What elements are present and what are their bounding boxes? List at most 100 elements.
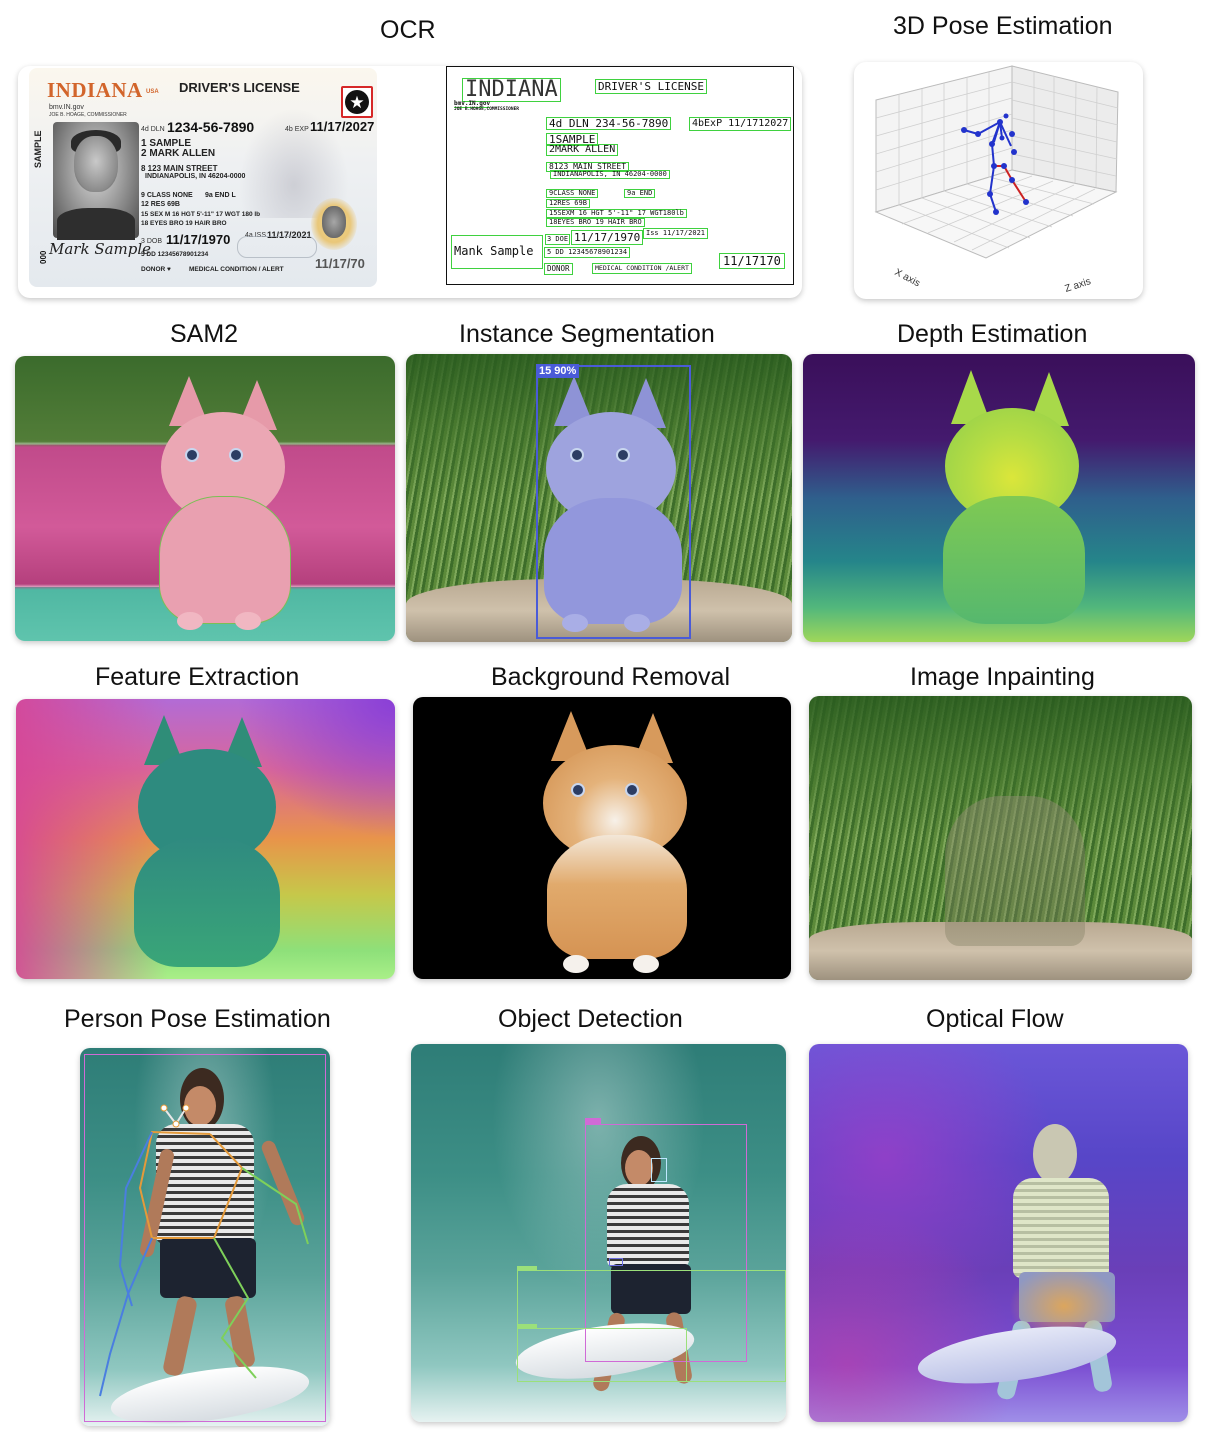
bg-removal-image xyxy=(413,697,791,979)
ocr-dob: 11/17/1970 xyxy=(571,230,644,245)
ocr-dob-short: 11/17170 xyxy=(719,253,785,269)
ocr-medical: MEDICAL CONDITION /ALERT xyxy=(592,263,692,274)
pose-skeleton xyxy=(99,1104,309,1397)
ocr-commissioner: JOE B.HOAGE,COMMISSIONER xyxy=(454,107,520,112)
inpainting-image xyxy=(809,696,1192,980)
pose3d-plot: X axis Z axis xyxy=(874,65,1119,295)
license-photo xyxy=(53,122,139,240)
pose-bbox xyxy=(84,1054,326,1422)
dln-label: 4d DLN xyxy=(141,126,165,133)
license-commissioner: JOE B. HOAGE, COMMISSIONER xyxy=(49,112,127,118)
dd-line: 5 DD 12345678901234 xyxy=(141,251,209,258)
detect-label-board-1 xyxy=(517,1266,537,1271)
ocr-card: INDIANA USA DRIVER'S LICENSE bmv.IN.gov … xyxy=(18,66,802,298)
class: 9 CLASS NONE xyxy=(141,192,193,199)
instance-cat xyxy=(538,368,688,638)
dln-value: 1234-56-7890 xyxy=(167,119,255,135)
ocr-sex-line: 15SEXM 16 HGT 5'-11" 17 WGT180lb xyxy=(546,209,687,218)
ocr-dd: 5 DD 12345678901234 xyxy=(544,247,631,258)
ocr-signature: Mank Sample xyxy=(451,235,543,269)
sam2-cat xyxy=(155,366,295,636)
ocr-result: INDIANA DRIVER'S LICENSE bmv.IN.gov JOE … xyxy=(446,66,794,285)
street: 8 123 MAIN STREET xyxy=(141,164,218,173)
inpainting-ghost xyxy=(945,796,1085,946)
title-bg-removal: Background Removal xyxy=(491,663,731,691)
detect-bbox-person xyxy=(585,1124,747,1362)
instance-tag: 15 90% xyxy=(536,364,580,379)
ocr-street: 8123 MAIN STREET xyxy=(546,162,630,172)
star-icon: ★ xyxy=(341,86,373,118)
ocr-eyes-line: 18EYES BRO 19 HAIR BRO xyxy=(546,218,645,227)
license-state: INDIANA xyxy=(47,78,143,102)
end: 9a END L xyxy=(205,192,236,199)
depth-image xyxy=(803,354,1195,642)
title-depth: Depth Estimation xyxy=(897,320,1088,348)
ocr-city: INDIANAPOLIS, IN 46204-0000 xyxy=(550,170,670,179)
title-sam2: SAM2 xyxy=(170,320,239,348)
feature-cat xyxy=(132,709,282,969)
title-object-detection: Object Detection xyxy=(498,1005,683,1033)
ocr-dln: 4d DLN 234-56-7890 xyxy=(546,117,672,130)
ocr-first-name: 2MARK ALLEN xyxy=(546,144,619,156)
ocr-res: 12RES 69B xyxy=(546,199,590,208)
pose3d-x-label: X axis xyxy=(893,267,922,289)
bg-removal-cat xyxy=(537,705,697,975)
title-inpainting: Image Inpainting xyxy=(910,663,1095,691)
inpainting-rock xyxy=(809,922,1192,980)
title-feature: Feature Extraction xyxy=(95,663,300,691)
detect-label-board-2 xyxy=(517,1324,537,1329)
license-image: INDIANA USA DRIVER'S LICENSE bmv.IN.gov … xyxy=(29,68,377,287)
instance-bbox xyxy=(536,365,691,639)
title-instance: Instance Segmentation xyxy=(459,320,715,348)
exp-label: 4b EXP xyxy=(285,126,309,133)
donor: DONOR ♥ xyxy=(141,266,171,273)
detect-bbox-small-2 xyxy=(609,1258,623,1266)
eyes-line: 18 EYES BRO 19 HAIR BRO xyxy=(141,220,227,227)
medical: MEDICAL CONDITION / ALERT xyxy=(189,266,284,273)
title-3d-pose: 3D Pose Estimation xyxy=(893,12,1113,40)
detect-bbox-small-1 xyxy=(651,1158,667,1182)
ocr-website: bmv.IN.gov xyxy=(454,100,491,108)
license-usa: USA xyxy=(146,89,159,95)
feature-image xyxy=(16,699,395,979)
license-vertical-sample: SAMPLE xyxy=(33,130,43,168)
license-website: bmv.IN.gov xyxy=(49,104,84,111)
title-optical-flow: Optical Flow xyxy=(926,1005,1064,1033)
ocr-end: 9a END xyxy=(624,189,656,198)
detect-label-person xyxy=(585,1118,601,1124)
ocr-class: 9CLASS NONE xyxy=(546,189,599,198)
ocr-last-name: 1SAMPLE xyxy=(546,133,599,146)
ocr-exp: 4bExP 11/1712027 xyxy=(689,117,792,131)
dob-value: 11/17/1970 xyxy=(166,232,231,247)
ocr-dob-label: 3 DOE xyxy=(545,234,571,245)
city: INDIANAPOLIS, IN 46204-0000 xyxy=(145,173,246,180)
pose3d-z-label: Z axis xyxy=(1064,276,1093,295)
optical-flow-image xyxy=(809,1044,1188,1422)
sam2-image xyxy=(15,356,395,641)
ocr-state: INDIANA xyxy=(462,78,561,102)
detect-bbox-board-2 xyxy=(517,1328,687,1382)
ghost-photo xyxy=(311,198,357,250)
signature: Mark Sample xyxy=(49,240,152,258)
ocr-donor: DONOR xyxy=(544,263,573,275)
instance-image: 15 90% xyxy=(406,354,792,642)
iss-label: 4a ISS xyxy=(245,232,267,239)
depth-cat xyxy=(939,364,1089,636)
ocr-iss: Iss 11/17/2021 xyxy=(643,228,709,239)
car-watermark xyxy=(237,236,317,258)
person-pose-image xyxy=(80,1048,330,1426)
exp-value: 11/17/2027 xyxy=(310,119,375,134)
sex-line: 15 SEX M 16 HGT 5'-11" 17 WGT 180 lb xyxy=(141,211,261,218)
pose3d-card: X axis Z axis xyxy=(854,62,1143,299)
res: 12 RES 69B xyxy=(141,201,180,208)
last-name: 1 SAMPLE xyxy=(141,138,192,149)
dob-label: 3 DOB xyxy=(141,238,163,245)
title-ocr: OCR xyxy=(380,16,436,44)
license-title: DRIVER'S LICENSE xyxy=(179,80,300,95)
title-person-pose: Person Pose Estimation xyxy=(64,1005,331,1033)
iss-value: 11/17/2021 xyxy=(267,230,312,240)
object-detection-image xyxy=(411,1044,786,1422)
rotated-code: 000 xyxy=(39,250,48,264)
dob-short: 11/17/70 xyxy=(315,256,365,271)
ocr-title: DRIVER'S LICENSE xyxy=(595,79,707,94)
